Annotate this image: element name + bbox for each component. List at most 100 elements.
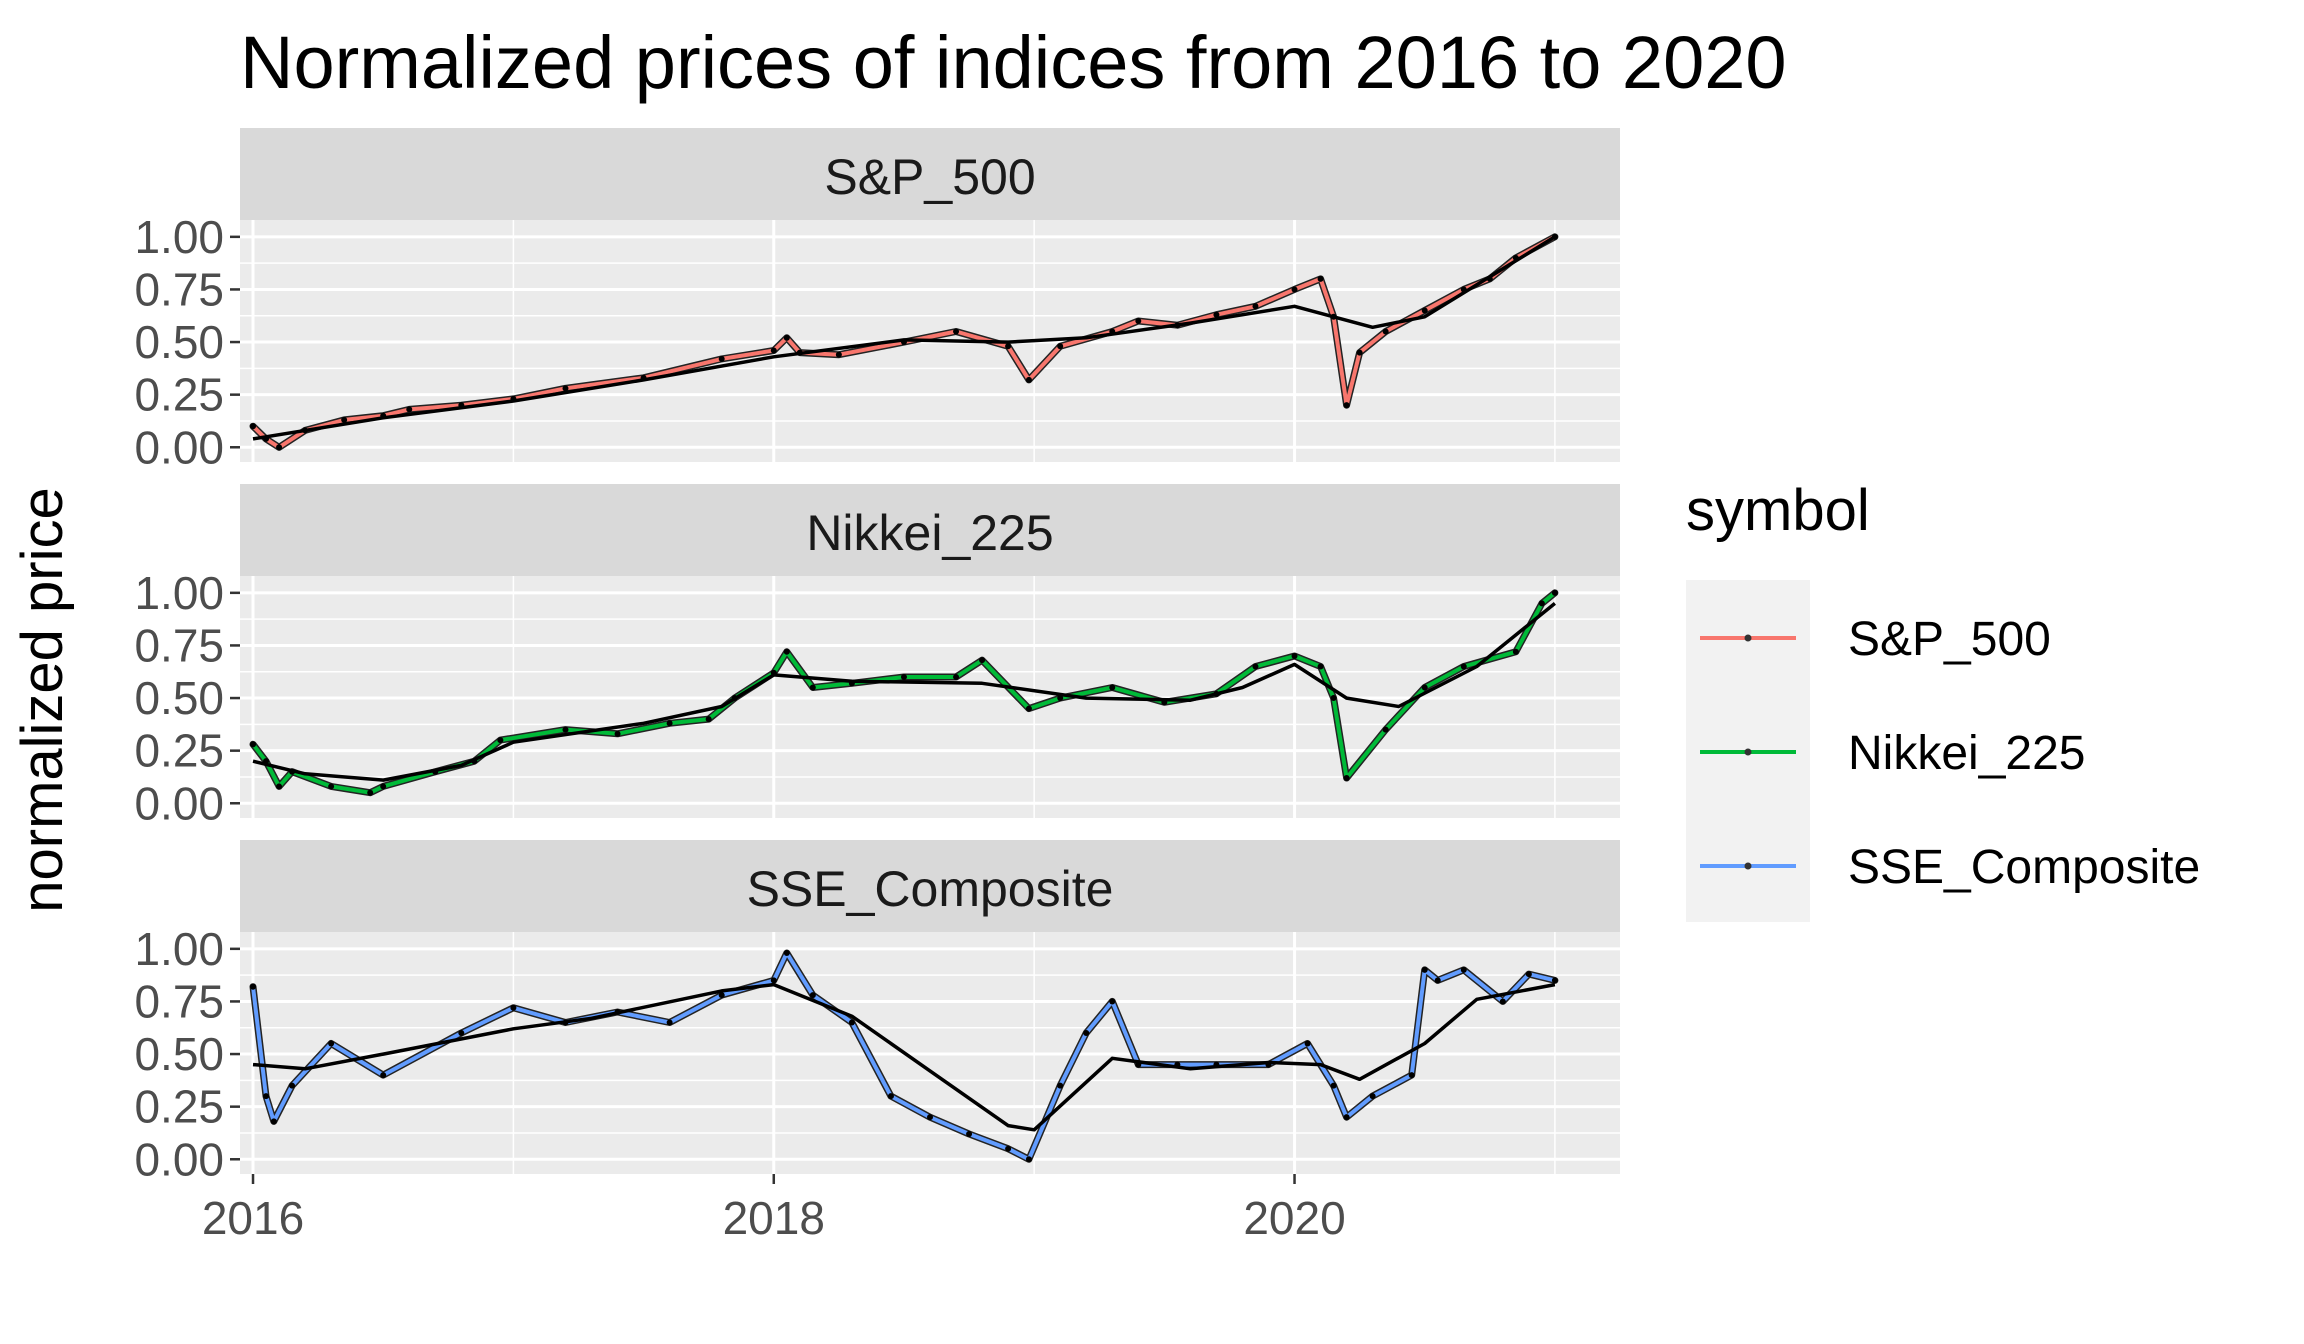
legend-label: Nikkei_225 (1848, 727, 2085, 780)
data-point (1291, 286, 1298, 293)
data-point (770, 347, 777, 354)
data-point (1525, 971, 1532, 978)
data-point (809, 684, 816, 691)
data-point (953, 328, 960, 335)
data-point (1025, 1156, 1032, 1163)
data-point (458, 1030, 465, 1037)
y-tick-label: 0.75 (134, 975, 224, 1027)
data-point (497, 737, 504, 744)
data-point (1434, 977, 1441, 984)
data-point (835, 351, 842, 358)
legend-label: S&P_500 (1848, 613, 2051, 666)
data-point (783, 648, 790, 655)
data-point (328, 783, 335, 790)
data-point (1083, 1030, 1090, 1037)
data-point (1317, 663, 1324, 670)
y-tick-label: 0.00 (134, 1133, 224, 1185)
data-point (1135, 318, 1142, 325)
data-point (1551, 977, 1558, 984)
facet-panel: S&P_500 0.000.250.500.751.00 (134, 128, 1620, 473)
data-point (966, 1131, 973, 1138)
data-point (263, 1093, 270, 1100)
data-point (1025, 705, 1032, 712)
smooth-line (252, 602, 1556, 782)
data-point (250, 741, 257, 748)
data-point (1252, 303, 1259, 310)
legend-title: symbol (1686, 478, 1870, 543)
data-point (367, 789, 374, 796)
data-point (1356, 349, 1363, 356)
data-point (953, 674, 960, 681)
y-tick-label: 0.25 (134, 1081, 224, 1133)
data-point (328, 1040, 335, 1047)
data-point (1460, 966, 1467, 973)
legend-key-point (1744, 862, 1752, 870)
data-point (380, 783, 387, 790)
data-point (1408, 1072, 1415, 1079)
data-point (1343, 775, 1350, 782)
data-point (1057, 1082, 1064, 1089)
y-tick-label: 0.50 (134, 672, 224, 724)
data-point (1343, 1114, 1350, 1121)
y-tick-label: 0.75 (134, 619, 224, 671)
data-point (380, 1072, 387, 1079)
data-point (1057, 695, 1064, 702)
data-point (276, 444, 283, 451)
data-point (1343, 402, 1350, 409)
facet-strip (240, 840, 1620, 932)
data-point (1252, 663, 1259, 670)
y-tick-label: 0.00 (134, 777, 224, 829)
data-point (1057, 343, 1064, 350)
facet-strip (240, 128, 1620, 220)
y-tick-label: 0.25 (134, 369, 224, 421)
data-point (562, 726, 569, 733)
data-point (1025, 376, 1032, 383)
legend-key-point (1744, 748, 1752, 756)
data-point (614, 730, 621, 737)
smooth-line (252, 235, 1556, 441)
x-tick-label: 2016 (202, 1192, 304, 1244)
legend-key-point (1744, 634, 1752, 642)
data-point (1005, 1145, 1012, 1152)
data-point (770, 977, 777, 984)
data-point (1421, 966, 1428, 973)
chart-title: Normalized prices of indices from 2016 t… (240, 21, 1787, 104)
data-point (900, 674, 907, 681)
data-point (1382, 726, 1389, 733)
data-point (1460, 663, 1467, 670)
data-point (341, 416, 348, 423)
data-point (1421, 307, 1428, 314)
data-point (289, 1082, 296, 1089)
data-point (979, 657, 986, 664)
data-point (1109, 998, 1116, 1005)
data-point (1317, 275, 1324, 282)
facet-strip (240, 484, 1620, 576)
data-point (1109, 684, 1116, 691)
facet-strip-label: Nikkei_225 (806, 505, 1053, 561)
data-point (1330, 1082, 1337, 1089)
data-point (276, 783, 283, 790)
data-point (1499, 998, 1506, 1005)
data-point (1213, 311, 1220, 318)
data-point (718, 992, 725, 999)
data-point (406, 406, 413, 413)
facet-strip-label: SSE_Composite (747, 861, 1114, 917)
data-point (562, 385, 569, 392)
data-point (250, 423, 257, 430)
data-point (848, 1019, 855, 1026)
data-point (705, 716, 712, 723)
smooth-line (252, 982, 1556, 1132)
data-point (1512, 648, 1519, 655)
x-tick-label: 2018 (723, 1192, 825, 1244)
data-point (718, 355, 725, 362)
y-tick-label: 1.00 (134, 923, 224, 975)
data-point (1551, 589, 1558, 596)
facet-panel: SSE_Composite 0.000.250.500.751.00 (134, 840, 1620, 1185)
data-point (270, 1118, 277, 1125)
data-point (1291, 652, 1298, 659)
y-tick-label: 0.00 (134, 421, 224, 473)
data-point (1005, 343, 1012, 350)
y-tick-label: 0.50 (134, 316, 224, 368)
